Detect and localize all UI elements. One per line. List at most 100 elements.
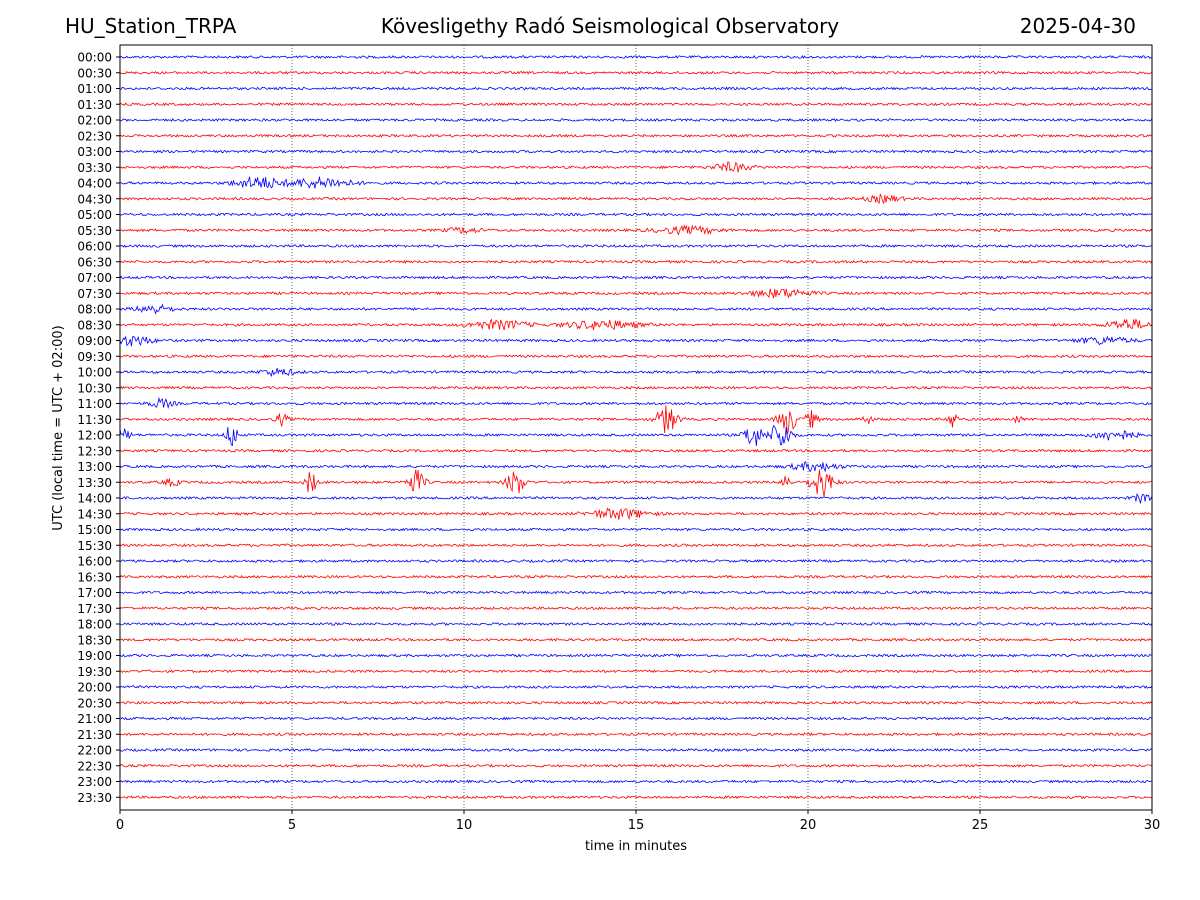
trace-1000 <box>119 367 1153 378</box>
trace-1630 <box>119 574 1153 579</box>
y-tick-label: 22:30 <box>77 759 112 773</box>
trace-1600 <box>119 558 1153 564</box>
trace-2200 <box>119 748 1153 752</box>
trace-0900 <box>119 335 1153 347</box>
x-tick-label: 5 <box>288 818 296 833</box>
y-tick-label: 18:00 <box>77 618 112 632</box>
y-tick-label: 11:00 <box>77 397 112 411</box>
x-tick-label: 0 <box>116 818 124 833</box>
y-axis-label: UTC (local time = UTC + 02:00) <box>51 325 66 530</box>
y-tick-label: 09:00 <box>77 334 112 348</box>
trace-1800 <box>119 621 1153 627</box>
trace-0400 <box>119 176 1153 189</box>
trace-0000 <box>119 54 1153 59</box>
x-tick-label: 10 <box>456 818 473 833</box>
y-tick-label: 00:00 <box>77 51 112 65</box>
y-tick-label: 12:30 <box>77 444 112 458</box>
y-tick-label: 14:00 <box>77 492 112 506</box>
trace-1100 <box>119 396 1153 409</box>
trace-0800 <box>119 303 1153 315</box>
y-tick-label: 14:30 <box>77 507 112 521</box>
trace-0730 <box>119 288 1153 299</box>
trace-2030 <box>119 700 1153 705</box>
y-tick-label: 04:00 <box>77 177 112 191</box>
y-tick-label: 16:30 <box>77 570 112 584</box>
trace-2130 <box>119 732 1153 737</box>
trace-0300 <box>119 149 1153 154</box>
y-tick-label: 18:30 <box>77 633 112 647</box>
y-tick-label: 06:00 <box>77 240 112 254</box>
trace-1200 <box>119 424 1153 447</box>
trace-0930 <box>119 354 1153 359</box>
y-tick-label: 13:30 <box>77 476 112 490</box>
y-tick-label: 08:00 <box>77 303 112 317</box>
trace-1730 <box>119 606 1153 611</box>
y-tick-label: 12:00 <box>77 429 112 443</box>
observatory-title: Kövesligethy Radó Seismological Observat… <box>380 14 840 38</box>
trace-1300 <box>119 460 1153 473</box>
y-tick-label: 13:00 <box>77 460 112 474</box>
y-tick-label: 22:00 <box>77 744 112 758</box>
trace-1130 <box>119 405 1153 435</box>
trace-0600 <box>119 243 1153 248</box>
trace-0500 <box>119 212 1153 217</box>
y-tick-label: 23:30 <box>77 791 112 805</box>
x-axis-ticks: 0 5 10 15 20 25 30 <box>116 810 1160 833</box>
y-tick-label: 11:30 <box>77 413 112 427</box>
y-tick-label: 08:30 <box>77 318 112 332</box>
trace-2000 <box>119 685 1153 689</box>
y-tick-label: 21:00 <box>77 712 112 726</box>
y-tick-label: 23:00 <box>77 775 112 789</box>
trace-0630 <box>119 259 1153 264</box>
vertical-grid <box>291 45 981 810</box>
trace-1830 <box>119 637 1153 642</box>
y-tick-label: 01:30 <box>77 98 112 112</box>
y-tick-label: 20:30 <box>77 696 112 710</box>
trace-2300 <box>119 779 1153 784</box>
trace-1430 <box>119 507 1153 521</box>
y-tick-label: 02:30 <box>77 129 112 143</box>
y-tick-label: 01:00 <box>77 82 112 96</box>
y-tick-label: 02:00 <box>77 114 112 128</box>
y-tick-label: 10:00 <box>77 366 112 380</box>
trace-1900 <box>119 653 1153 658</box>
y-tick-label: 10:30 <box>77 381 112 395</box>
trace-1500 <box>119 527 1153 532</box>
trace-2230 <box>119 763 1153 768</box>
y-tick-label: 20:00 <box>77 681 112 695</box>
y-tick-label: 06:30 <box>77 255 112 269</box>
y-tick-label: 05:30 <box>77 224 112 238</box>
trace-0030 <box>119 70 1153 75</box>
trace-1530 <box>119 543 1153 548</box>
trace-0530 <box>119 224 1153 236</box>
x-axis-label: time in minutes <box>585 839 687 854</box>
x-tick-label: 20 <box>800 818 817 833</box>
trace-2100 <box>119 716 1153 721</box>
x-tick-label: 15 <box>628 818 645 833</box>
y-tick-label: 00:30 <box>77 66 112 80</box>
trace-1700 <box>119 590 1153 595</box>
y-tick-label: 16:00 <box>77 555 112 569</box>
y-tick-label: 07:30 <box>77 287 112 301</box>
trace-1330 <box>119 469 1153 497</box>
trace-1230 <box>119 448 1153 453</box>
y-tick-label: 04:30 <box>77 192 112 206</box>
y-tick-label: 19:00 <box>77 649 112 663</box>
seismic-traces <box>119 54 1153 800</box>
trace-1030 <box>119 385 1153 390</box>
trace-0700 <box>119 275 1153 280</box>
trace-2330 <box>119 795 1153 800</box>
record-date: 2025-04-30 <box>1019 14 1136 38</box>
trace-0430 <box>119 193 1153 205</box>
y-tick-label: 17:30 <box>77 602 112 616</box>
trace-0830 <box>119 317 1153 331</box>
y-tick-label: 21:30 <box>77 728 112 742</box>
y-tick-label: 17:00 <box>77 586 112 600</box>
trace-0230 <box>119 133 1153 138</box>
trace-0200 <box>119 118 1153 122</box>
y-tick-label: 09:30 <box>77 350 112 364</box>
x-tick-label: 25 <box>972 818 989 833</box>
trace-1400 <box>119 492 1153 504</box>
